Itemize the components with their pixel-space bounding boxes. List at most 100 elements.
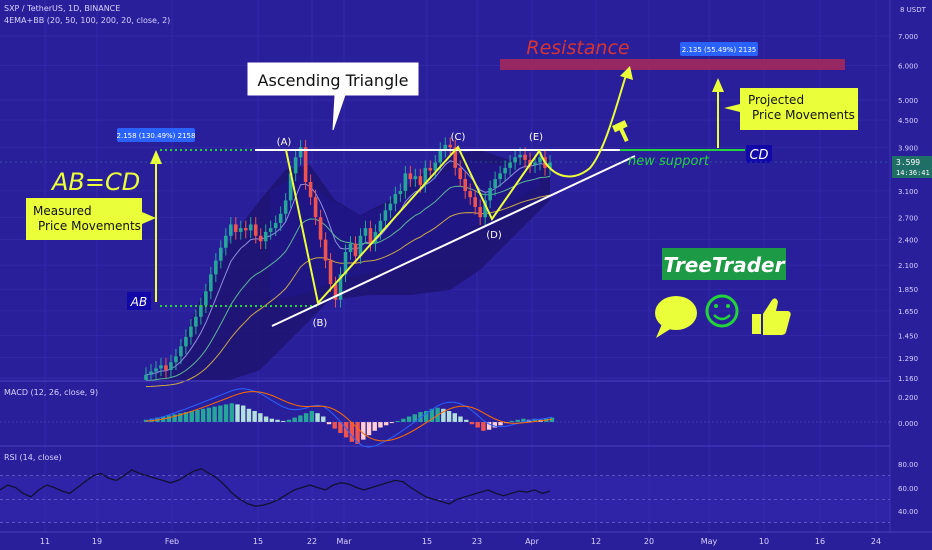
- hammer-icon: [612, 120, 629, 143]
- point-a-label: (A): [277, 137, 292, 148]
- candle-body: [194, 316, 198, 327]
- bollinger-cloud-inner: [270, 160, 540, 300]
- candle-body: [353, 243, 358, 257]
- macd-bar: [343, 422, 349, 438]
- candle-body: [253, 224, 258, 236]
- macd-bar: [212, 406, 217, 422]
- ab-measure-tag: [117, 128, 195, 142]
- rsi-tick-1: 60.00: [898, 485, 918, 493]
- macd-bar: [338, 422, 343, 433]
- price-tick: 1.450: [898, 333, 918, 341]
- macd-bar: [486, 422, 492, 430]
- macd-bar: [166, 415, 172, 422]
- svg-text:2.135 (55.49%) 2135: 2.135 (55.49%) 2135: [682, 46, 756, 54]
- macd-bar: [395, 420, 400, 422]
- candle-body: [463, 179, 468, 191]
- candle-body: [169, 362, 173, 370]
- candle-body: [348, 243, 353, 252]
- macd-bar: [355, 422, 360, 444]
- price-tick: 1.650: [898, 308, 918, 316]
- time-tick: 16: [815, 537, 825, 546]
- candle-body: [363, 228, 368, 236]
- candle-body: [273, 222, 278, 229]
- macd-bar: [206, 407, 212, 422]
- macd-bar: [269, 418, 275, 422]
- macd-bar: [475, 422, 480, 428]
- ab-equals-cd-label: AB=CD: [50, 168, 140, 196]
- macd-bar: [406, 416, 412, 422]
- time-tick: 22: [307, 537, 317, 546]
- candle-body: [408, 173, 413, 180]
- macd-tick-1: 0.000: [898, 420, 918, 428]
- macd-label: MACD (12, 26, close, 9): [4, 388, 98, 397]
- new-support-label: new support: [628, 154, 710, 169]
- price-tick: 5.000: [898, 97, 918, 105]
- candle-body: [473, 197, 477, 207]
- macd-signal-line: [145, 391, 553, 442]
- price-tick: 1.290: [898, 355, 918, 363]
- candle-body: [403, 173, 408, 191]
- time-tick: 20: [644, 537, 654, 546]
- svg-text:Projected: Projected: [748, 93, 804, 107]
- price-tick: 2.400: [898, 237, 918, 245]
- macd-bar: [549, 417, 555, 422]
- candle-body: [338, 274, 343, 300]
- macd-bar: [378, 422, 383, 428]
- macd-tick-0: 0.200: [898, 394, 918, 402]
- candle-body: [228, 224, 233, 236]
- time-tick: 19: [92, 537, 102, 546]
- macd-bar: [235, 404, 240, 422]
- candle-body: [493, 179, 497, 188]
- candle-body: [209, 274, 213, 292]
- macd-bar: [401, 418, 406, 422]
- price-tick: 6.000: [898, 62, 918, 70]
- candle-body: [398, 190, 403, 195]
- macd-bar: [452, 413, 457, 422]
- svg-text:Measured: Measured: [33, 204, 92, 218]
- svg-text:14:36:41: 14:36:41: [896, 169, 930, 177]
- candle-body: [418, 176, 423, 185]
- macd-bar: [241, 405, 246, 422]
- cd-box: [746, 145, 772, 163]
- candle-body: [159, 365, 163, 369]
- macd-bar: [515, 419, 520, 422]
- candle-body: [538, 157, 542, 163]
- candle-body: [313, 197, 318, 218]
- candle-body: [318, 217, 323, 240]
- macd-bar: [183, 412, 189, 422]
- macd-bar: [469, 422, 475, 425]
- macd-bar: [349, 422, 355, 442]
- macd-bar: [195, 409, 200, 422]
- candle-body: [388, 203, 393, 211]
- candle-body: [268, 228, 273, 232]
- symbol-line: SXP / TetherUS, 1D, BINANCE: [4, 4, 120, 13]
- candle-body: [478, 206, 482, 218]
- macd-bar: [383, 422, 389, 426]
- time-tick: Feb: [165, 537, 179, 546]
- macd-bar: [275, 419, 280, 422]
- candle-body: [144, 374, 148, 380]
- speech-bubble-icon: [655, 296, 697, 338]
- candle-body: [243, 228, 248, 231]
- ema-line-mid: [145, 175, 551, 381]
- macd-bar: [446, 411, 452, 422]
- macd-bar: [492, 422, 498, 428]
- brand-label: TreeTrader: [664, 253, 786, 277]
- candle-body: [458, 167, 463, 180]
- candle-body: [508, 162, 512, 168]
- candle-body: [503, 167, 507, 174]
- candle-body: [498, 173, 502, 180]
- candle-body: [298, 147, 303, 158]
- candle-body: [179, 346, 183, 357]
- brand-badge: [662, 248, 786, 280]
- macd-bar: [292, 417, 297, 422]
- ema-line-fast: [145, 160, 551, 376]
- svg-text:Price Movements: Price Movements: [752, 108, 855, 122]
- measured-callout-box: [26, 198, 156, 240]
- time-tick: 11: [40, 537, 50, 546]
- macd-bar: [429, 408, 435, 422]
- candle-body: [303, 147, 308, 182]
- rsi-tick-2: 40.00: [898, 508, 918, 516]
- indicator-line: 4EMA+BB (20, 50, 100, 200, 20, close, 2): [4, 16, 170, 25]
